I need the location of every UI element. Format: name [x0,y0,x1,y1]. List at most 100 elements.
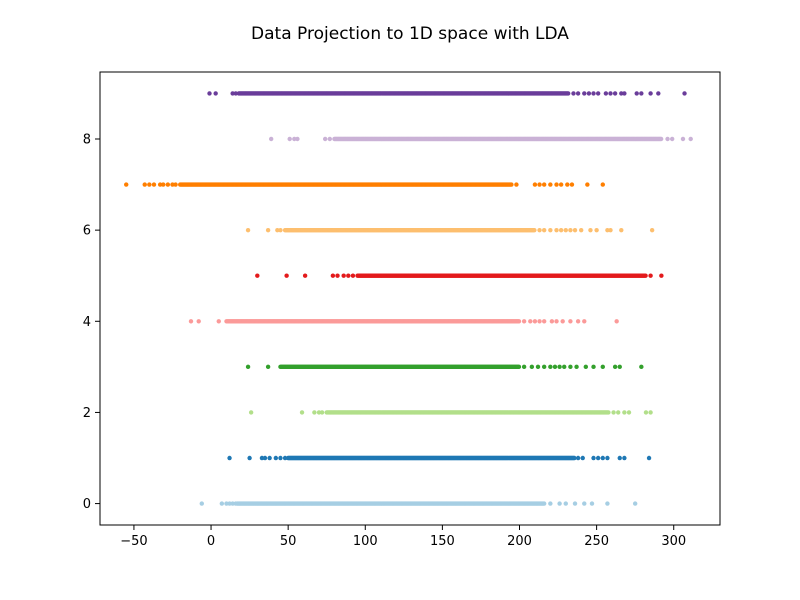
data-point [582,319,587,324]
data-point [605,501,610,506]
data-point [151,182,157,187]
data-point [532,227,537,233]
data-point [275,227,280,233]
data-point [665,136,670,142]
data-point [591,364,596,370]
data-point [548,182,553,187]
data-point [566,91,571,96]
data-point [207,91,212,96]
data-point [278,227,283,233]
series-5 [255,273,664,278]
data-point [549,319,555,324]
data-point [591,91,596,96]
data-point [292,136,297,142]
data-point [514,182,519,187]
data-point [552,364,558,370]
data-point [563,227,568,233]
data-point [582,91,587,96]
data-point [622,91,627,96]
data-point [557,501,562,506]
data-point [582,501,587,506]
data-point [643,273,648,278]
data-point [537,319,542,324]
data-point [658,136,664,142]
data-point [541,227,547,233]
data-point [265,364,271,370]
data-point [594,227,599,233]
data-point [537,227,542,233]
data-point [605,455,610,461]
data-point [262,455,268,461]
series-6 [245,227,655,233]
data-point [554,319,559,324]
data-point [588,227,593,233]
data-point [586,91,592,96]
data-point [327,136,332,142]
data-point [541,364,547,370]
chart-title: Data Projection to 1D space with LDA [251,24,569,44]
data-point [575,455,581,461]
data-point [230,91,235,96]
series-8 [268,136,693,142]
data-point [600,182,605,187]
x-tick-label: 300 [661,534,686,549]
data-point [562,364,567,370]
data-point [319,410,325,415]
x-tick-label: 100 [353,534,378,549]
y-tick-label: 0 [83,497,91,512]
data-point [614,319,619,324]
data-point [124,182,129,187]
data-point [529,364,535,370]
data-point [606,410,611,415]
data-point [170,182,175,187]
data-point [608,91,613,96]
data-point [595,91,601,96]
data-point [287,136,292,142]
data-point [572,227,578,233]
data-point [278,455,283,461]
data-point [591,455,596,461]
data-point [541,182,547,187]
x-tick-label: 0 [207,534,215,549]
data-point [247,455,252,461]
data-point [572,455,577,461]
data-point [245,227,251,233]
data-point [612,364,618,370]
data-point [554,227,559,233]
data-point [548,501,553,506]
data-point [572,501,578,506]
data-point [142,182,147,187]
data-point [648,273,653,278]
data-point [611,410,616,415]
data-point [619,227,624,233]
data-point [346,273,351,278]
data-point [669,136,675,142]
data-point [571,91,576,96]
data-point [330,273,336,278]
data-point [639,364,644,370]
data-point [516,364,522,370]
data-point [196,319,201,324]
data-point [557,364,562,370]
data-point [341,273,346,278]
data-point [560,319,565,324]
data-point [548,227,553,233]
x-tick-label: 250 [584,534,609,549]
data-point [622,455,627,461]
data-point [569,182,575,187]
data-point [233,91,238,96]
series-2 [248,410,653,415]
data-point [648,91,653,96]
data-point [595,455,601,461]
data-point [537,182,542,187]
x-tick-label: 200 [507,534,532,549]
data-point [541,319,547,324]
data-point [265,227,271,233]
data-point [563,501,568,506]
data-point [548,364,553,370]
data-point [622,410,627,415]
data-point [616,410,621,415]
y-tick-label: 8 [83,132,91,147]
data-point [521,319,527,324]
data-point [554,182,559,187]
